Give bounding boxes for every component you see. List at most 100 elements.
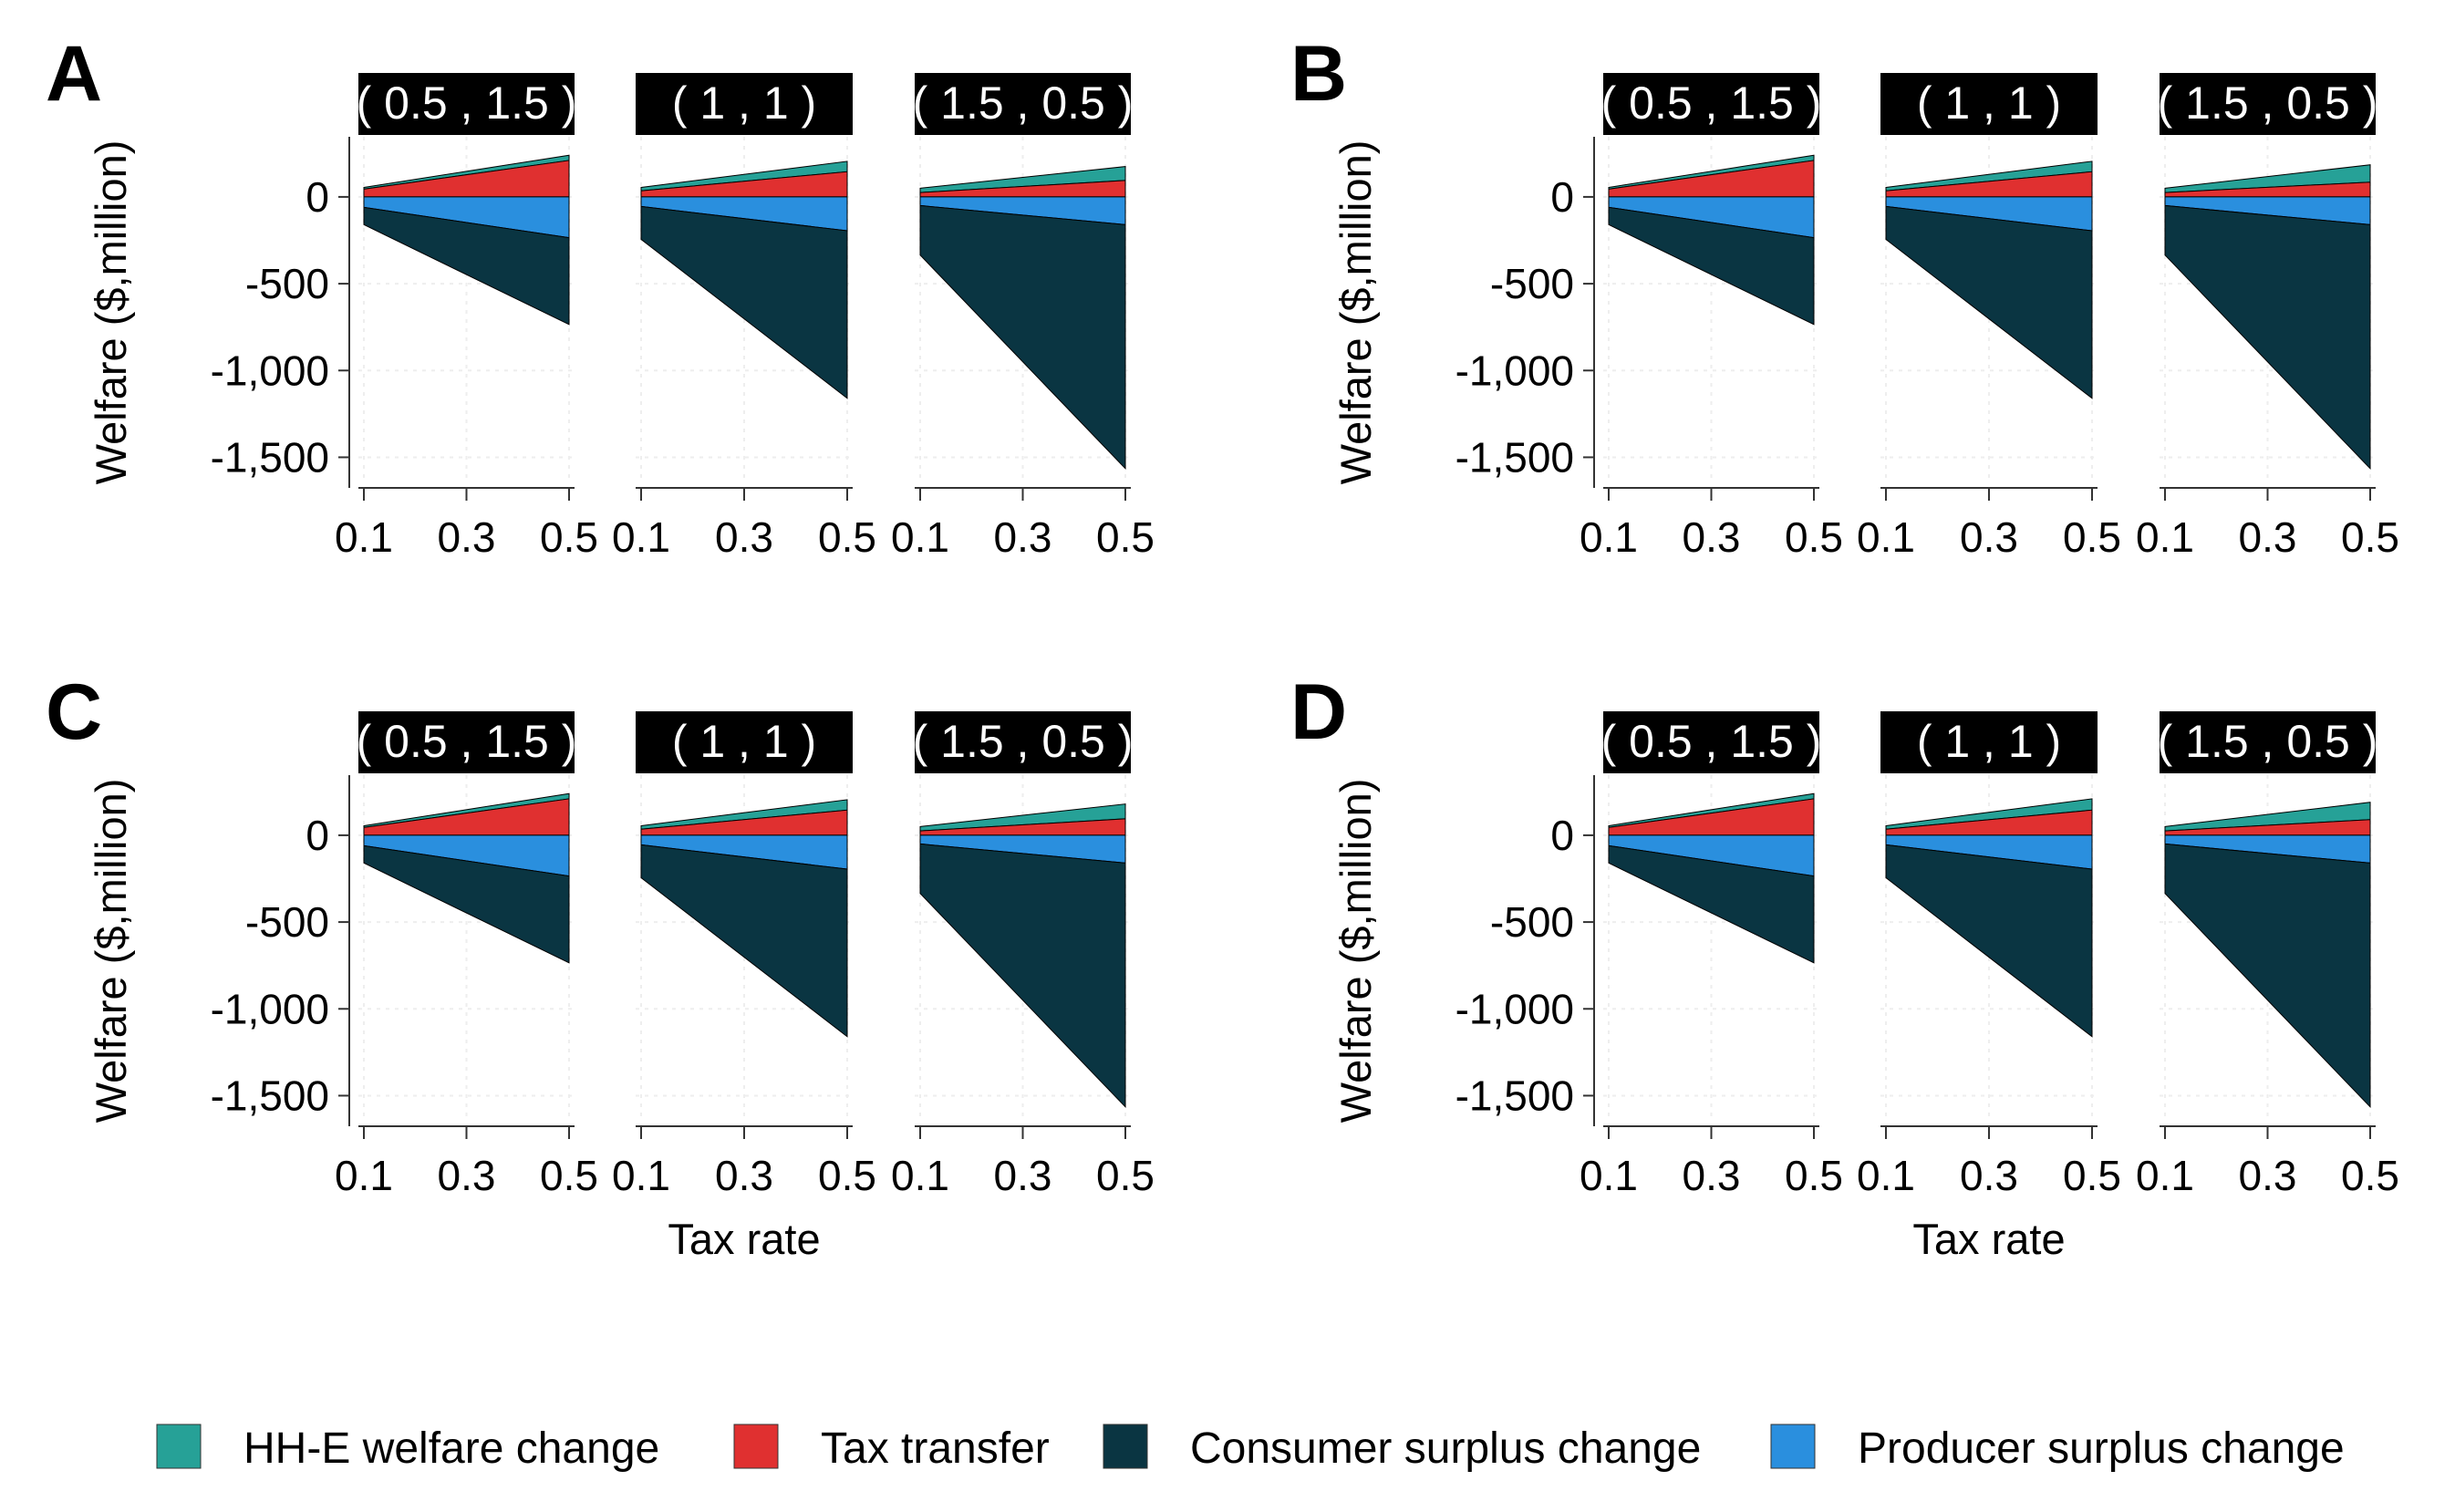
- y-tick-label: -1,000: [211, 985, 329, 1032]
- x-tick-label: 0.1: [891, 513, 949, 561]
- x-tick-label: 0.5: [1096, 513, 1155, 561]
- facet-strip-label: ( 1.5 , 0.5 ): [2158, 716, 2378, 767]
- y-tick-label: 0: [1550, 812, 1574, 859]
- x-tick-label: 0.3: [1683, 513, 1741, 561]
- x-tick-label: 0.3: [2239, 513, 2297, 561]
- panel-letter: A: [46, 30, 102, 118]
- x-tick-label: 0.5: [540, 1152, 598, 1199]
- facet-1: ( 0.5 , 1.5 ) 0.1 0.3 0.5: [335, 73, 598, 561]
- x-tick-label: 0.3: [994, 1152, 1052, 1199]
- facet-strip-label: ( 1 , 1 ): [672, 78, 816, 129]
- facet-strip: [1880, 711, 2098, 773]
- facet-1: ( 0.5 , 1.5 ) 0.1 0.3 0.5: [1580, 73, 1843, 561]
- facet-2: ( 1 , 1 ) 0.1 0.3 0.5: [612, 73, 876, 561]
- y-tick-label: -1,500: [1455, 1072, 1574, 1119]
- facet-strip: [2160, 711, 2376, 773]
- legend-label: HH-E welfare change: [243, 1424, 659, 1473]
- x-tick-label: 0.1: [2136, 1152, 2194, 1199]
- area-consumer-surplus: [1608, 844, 1815, 964]
- area-consumer-surplus: [2164, 843, 2371, 1109]
- facet-strip: [636, 711, 853, 773]
- area-consumer-surplus: [363, 844, 570, 964]
- legend-item-cs: Consumer surplus change: [1103, 1424, 1701, 1473]
- facet-strip-label: ( 1 , 1 ): [672, 716, 816, 767]
- legend-label: Tax transfer: [821, 1424, 1050, 1473]
- x-tick-label: 0.3: [438, 1152, 496, 1199]
- y-tick-label: -1,500: [211, 433, 329, 481]
- x-tick-label: 0.1: [1580, 513, 1638, 561]
- facet-1: ( 0.5 , 1.5 ) 0.1 0.3 0.5: [1580, 711, 1843, 1199]
- area-consumer-surplus: [1885, 844, 2093, 1038]
- facet-2: ( 1 , 1 ) 0.1 0.3 0.5: [612, 711, 876, 1199]
- facet-strip: [915, 711, 1131, 773]
- x-tick-label: 0.1: [1580, 1152, 1638, 1199]
- area-consumer-surplus: [919, 843, 1126, 1109]
- x-axis-title: Tax rate: [1912, 1215, 2065, 1263]
- area-consumer-surplus: [1608, 206, 1815, 326]
- facet-3: ( 1.5 , 0.5 ) 0.1 0.3 0.5: [891, 73, 1155, 561]
- facet-2: ( 1 , 1 ) 0.1 0.3 0.5: [1857, 73, 2121, 561]
- facet-3: ( 1.5 , 0.5 ) 0.1 0.3 0.5: [2136, 711, 2399, 1199]
- area-consumer-surplus: [1885, 205, 2093, 399]
- x-tick-label: 0.3: [438, 513, 496, 561]
- facet-strip: [1603, 711, 1819, 773]
- legend-swatch: [733, 1424, 779, 1469]
- x-tick-label: 0.3: [715, 1152, 773, 1199]
- x-tick-label: 0.1: [1857, 513, 1915, 561]
- y-tick-label: 0: [1550, 173, 1574, 221]
- x-tick-label: 0.5: [2341, 1152, 2399, 1199]
- legend-label: Consumer surplus change: [1190, 1424, 1701, 1473]
- panel-letter: D: [1290, 668, 1347, 756]
- x-tick-label: 0.5: [818, 1152, 876, 1199]
- x-tick-label: 0.1: [335, 513, 393, 561]
- y-tick-label: 0: [306, 812, 329, 859]
- y-tick-label: -1,000: [1455, 347, 1574, 394]
- facet-strip-label: ( 0.5 , 1.5 ): [1601, 78, 1822, 129]
- y-tick-label: -1,000: [1455, 985, 1574, 1032]
- legend-label: Producer surplus change: [1858, 1424, 2345, 1473]
- facet-strip: [2160, 73, 2376, 135]
- facet-1: ( 0.5 , 1.5 ) 0.1 0.3 0.5: [335, 711, 598, 1199]
- y-axis-title: Welfare ($,million): [1331, 779, 1380, 1124]
- facet-strip: [358, 711, 575, 773]
- x-tick-label: 0.5: [2063, 513, 2121, 561]
- y-tick-label: -500: [245, 898, 329, 946]
- y-tick-label: -1,500: [1455, 433, 1574, 481]
- y-tick-label: -500: [245, 260, 329, 307]
- y-axis-title: Welfare ($,million): [87, 140, 135, 485]
- facet-strip-label: ( 1.5 , 0.5 ): [2158, 78, 2378, 129]
- x-tick-label: 0.5: [818, 513, 876, 561]
- x-tick-label: 0.5: [1785, 1152, 1843, 1199]
- facet-strip-label: ( 1.5 , 0.5 ): [913, 716, 1134, 767]
- area-consumer-surplus: [363, 206, 570, 326]
- facet-strip-label: ( 0.5 , 1.5 ): [1601, 716, 1822, 767]
- x-tick-label: 0.3: [1683, 1152, 1741, 1199]
- x-tick-label: 0.1: [335, 1152, 393, 1199]
- panel-letter: B: [1290, 30, 1347, 118]
- x-tick-label: 0.5: [2341, 513, 2399, 561]
- y-tick-label: -1,500: [211, 1072, 329, 1119]
- legend-item-hhe: HH-E welfare change: [156, 1424, 659, 1473]
- facet-strip: [358, 73, 575, 135]
- legend-item-ps: Producer surplus change: [1770, 1424, 2345, 1473]
- panel-letter: C: [46, 668, 102, 756]
- facet-2: ( 1 , 1 ) 0.1 0.3 0.5: [1857, 711, 2121, 1199]
- y-axis-title: Welfare ($,million): [87, 779, 135, 1124]
- y-tick-label: -500: [1490, 260, 1574, 307]
- area-consumer-surplus: [640, 205, 848, 399]
- x-tick-label: 0.5: [1785, 513, 1843, 561]
- x-tick-label: 0.5: [2063, 1152, 2121, 1199]
- legend-swatch: [1103, 1424, 1148, 1469]
- x-tick-label: 0.3: [2239, 1152, 2297, 1199]
- area-consumer-surplus: [640, 844, 848, 1038]
- x-tick-label: 0.5: [1096, 1152, 1155, 1199]
- y-tick-label: -1,000: [211, 347, 329, 394]
- y-tick-label: -500: [1490, 898, 1574, 946]
- x-tick-label: 0.1: [612, 513, 670, 561]
- x-tick-label: 0.3: [1960, 513, 2018, 561]
